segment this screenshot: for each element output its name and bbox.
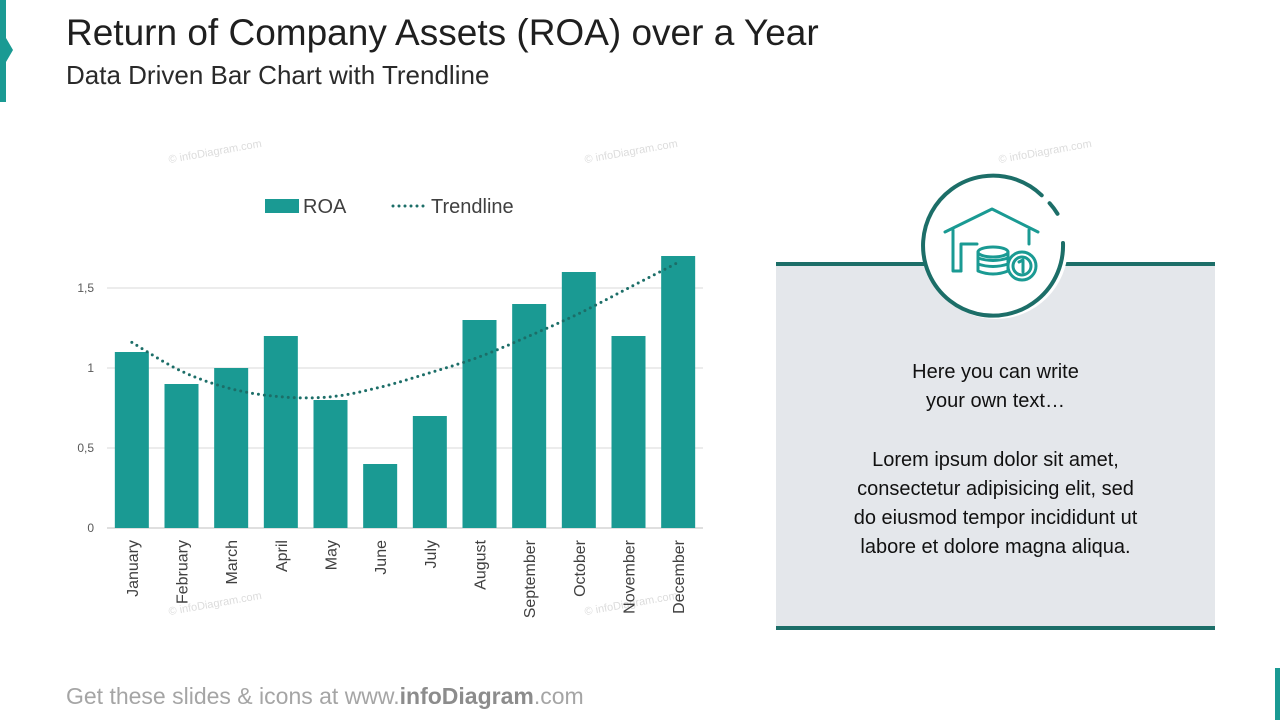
x-tick-label: January — [125, 540, 142, 597]
x-tick-label: October — [572, 539, 589, 597]
legend-roa-label: ROA — [303, 196, 347, 218]
x-tick-label: June — [373, 540, 390, 575]
bar-april — [263, 336, 298, 528]
watermark: © infoDiagram.com — [167, 137, 263, 167]
panel-heading-line: your own text… — [926, 390, 1065, 412]
x-tick-label: December — [671, 539, 688, 613]
x-tick-label: August — [473, 539, 490, 589]
y-tick-label: 0,5 — [77, 441, 94, 455]
footer-brand: infoDiagram — [399, 683, 534, 709]
bar-august — [462, 320, 497, 528]
bar-september — [512, 304, 547, 528]
bar-july — [412, 416, 447, 528]
left-accent-arrow — [6, 38, 13, 62]
panel-heading: Here you can write your own text… — [776, 358, 1215, 416]
chart-legend: ROA Trendline — [265, 196, 514, 218]
bar-january — [114, 352, 149, 528]
grid-lines — [107, 287, 703, 529]
legend-roa-swatch — [265, 199, 299, 213]
x-tick-label: February — [175, 540, 192, 604]
panel-body-line: do eiusmod tempor incididunt ut — [853, 507, 1138, 529]
text-panel: Here you can write your own text… Lorem … — [776, 262, 1215, 630]
x-tick-label: May — [324, 540, 341, 570]
left-accent-bar — [0, 0, 6, 102]
x-tick-label: July — [423, 540, 440, 568]
x-tick-label: September — [522, 539, 539, 618]
house-coins-icon — [921, 173, 1068, 319]
roa-bar-chart: 0 0,5 1 1,5 January February March April May June… — [77, 196, 703, 618]
panel-body-line: consectetur adipisicing elit, sed — [857, 478, 1134, 500]
bar-december — [661, 256, 696, 528]
watermark: © infoDiagram.com — [997, 137, 1093, 167]
trendline — [130, 260, 680, 400]
footer-prefix: Get these slides & icons at www. — [66, 683, 400, 709]
x-tick-label: March — [224, 540, 241, 584]
house-coins-icon-badge — [921, 172, 1071, 322]
x-tick-label: April — [274, 540, 291, 572]
watermark: © infoDiagram.com — [583, 137, 679, 167]
bar-february — [164, 384, 199, 528]
page-subtitle: Data Driven Bar Chart with Trendline — [66, 60, 490, 90]
panel-heading-line: Here you can write — [912, 361, 1079, 383]
bar-november — [611, 336, 646, 528]
bar-may — [313, 400, 348, 528]
bar-march — [214, 368, 249, 528]
axis-labels: 0 0,5 1 1,5 January February March April May June… — [77, 281, 688, 618]
panel-body-line: Lorem ipsum dolor sit amet, — [872, 449, 1119, 471]
y-tick-label: 1 — [87, 361, 94, 375]
panel-body: Lorem ipsum dolor sit amet, consectetur … — [776, 446, 1215, 562]
footer-suffix: .com — [533, 683, 584, 709]
bar-october — [561, 272, 596, 528]
y-tick-label: 0 — [87, 521, 94, 535]
panel-body-line: labore et dolore magna aliqua. — [860, 536, 1131, 558]
footer-credit: Get these slides & icons at www.infoDiag… — [66, 683, 584, 710]
trendline-path — [130, 260, 680, 400]
page-title: Return of Company Assets (ROA) over a Ye… — [66, 12, 819, 53]
x-tick-label: November — [622, 539, 639, 613]
legend-trendline-label: Trendline — [431, 196, 514, 218]
right-accent-bar — [1275, 668, 1280, 720]
bar-june — [363, 464, 398, 528]
bars — [114, 256, 696, 528]
y-tick-label: 1,5 — [77, 281, 94, 295]
